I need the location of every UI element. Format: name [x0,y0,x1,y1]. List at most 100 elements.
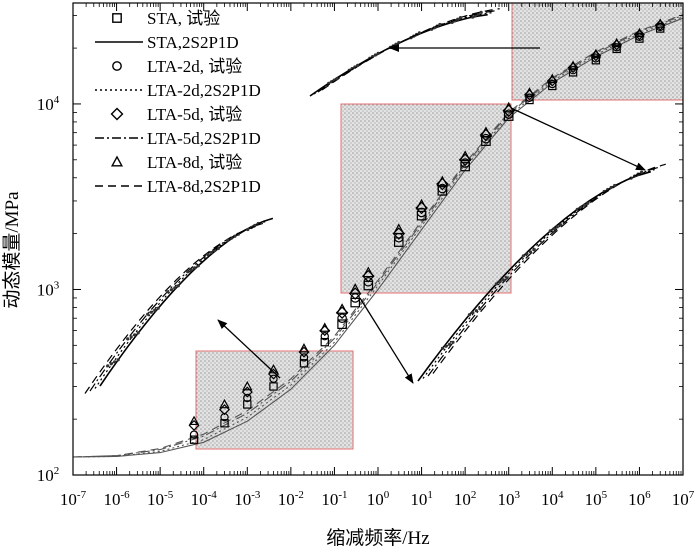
zoom-inset-left-marker [226,238,230,242]
zoom-inset-top-marker [458,16,463,20]
zoom-inset-right-curve [427,166,661,377]
data-point [459,150,471,162]
zoom-inset-right-marker [471,311,475,315]
data-point [336,303,348,314]
zoom-inset-left-marker [146,312,150,316]
data-point [548,79,557,89]
zoom-inset-left [84,217,274,394]
x-tick-label: 10-6 [103,489,130,509]
zoom-inset-right-marker [575,207,579,211]
legend-entry: STA,2S2P1D [95,33,239,52]
legend-label: STA, 试验 [147,9,220,28]
data-point [591,54,601,63]
data-points [188,18,666,444]
legend-label: STA,2S2P1D [147,33,239,52]
data-point [320,331,329,341]
zoom-inset-right-marker [451,340,455,344]
data-point [241,386,253,398]
zoom-inset-right-marker [474,309,478,313]
data-point [460,161,470,172]
legend-label: LTA-5d,2S2P1D [147,129,261,148]
zoom-inset-right-marker [478,307,482,311]
model-curve-STA,2S2P1D [72,17,684,458]
data-point [299,353,309,362]
legend-entry: STA, 试验 [112,9,220,28]
legend: STA, 试验 STA,2S2P1D LTA-2d, 试验 LTA-2d,2S2P1D… [95,9,261,196]
data-point [337,319,347,329]
data-point [502,101,515,113]
arrow-low-to-left [217,319,281,379]
data-point [219,398,230,409]
legend-entry: LTA-8d,2S2P1D [95,177,261,196]
legend-marker [110,107,124,121]
zoom-inset-left-marker [206,252,210,257]
data-point [633,29,645,41]
data-point [611,39,623,51]
x-tick-label: 106 [628,489,651,509]
zoom-inset-top-marker [438,22,442,27]
axes: 10-7 10-6 10-5 10-4 10-3 10-2 10-1 100 101 102 103… [37,3,695,509]
zoom-inset-top-marker [397,41,401,45]
zoom-inset-right-marker [552,227,556,231]
zoom-inset-right-marker [586,201,590,205]
data-point [481,133,491,144]
zoom-inset-left-marker [166,290,170,294]
zoom-inset-right-marker [467,313,471,317]
legend-entry: LTA-5d,2S2P1D [95,129,261,148]
zoom-inset-left-marker [126,337,130,341]
zoom-inset-top-marker [335,76,339,81]
data-point [392,223,405,235]
zoom-inset-top-curve [309,13,488,97]
legend-entry: LTA-8d, 试验 [110,153,242,172]
zoom-inset-right [417,163,666,382]
zoom-inset-right-marker [525,252,529,256]
y-tick-label: 102 [37,465,60,485]
data-point [634,27,645,38]
zoom-inset-left-marker [129,335,133,339]
legend-label: LTA-5d, 试验 [147,105,242,124]
zoom-inset-right-marker [532,248,536,252]
zoom-inset-right-marker [501,278,505,282]
data-point [188,415,200,426]
legend-label: LTA-8d,2S2P1D [147,177,261,196]
zoom-inset-left-marker [136,331,140,335]
data-point [337,313,347,324]
zoom-inset-top-marker [376,51,380,56]
data-point [567,62,579,74]
zoom-inset-left-marker [169,288,173,292]
zoom-inset-left-marker [153,308,157,312]
data-point [655,18,666,28]
data-point [189,430,199,439]
zoom-inset-right-marker [505,276,509,280]
data-point [298,343,310,353]
x-tick-label: 10-2 [278,489,304,509]
zoom-inset-right-marker [613,183,617,188]
zoom-inset-left-curve [89,222,264,392]
data-point [567,60,579,70]
data-point [437,183,448,194]
data-point [611,37,622,48]
data-point [503,109,514,120]
legend-entry: LTA-2d,2S2P1D [95,81,261,100]
zoom-inset-left-marker [116,358,120,362]
zoom-insets [84,8,666,394]
zoom-inset-left-marker [176,284,180,288]
data-point [460,158,470,168]
arrow-mid-to-lower [359,297,414,384]
zoom-inset-top-curve [321,8,500,91]
zoom-inset-top [309,8,500,97]
data-point [220,419,229,428]
data-point [568,66,578,75]
zoom-inset-left-marker [186,270,190,274]
data-point [480,126,492,138]
data-point [416,210,427,221]
y-tick-label: 103 [37,279,60,299]
zoom-inset-right-marker [609,185,613,190]
x-tick-label: 100 [367,489,390,509]
zoom-inset-top-marker [471,15,475,19]
zoom-inset-left-marker [156,306,160,310]
y-tick-label: 104 [37,94,60,114]
legend-entry: LTA-2d, 试验 [112,57,242,76]
data-point [524,87,535,97]
